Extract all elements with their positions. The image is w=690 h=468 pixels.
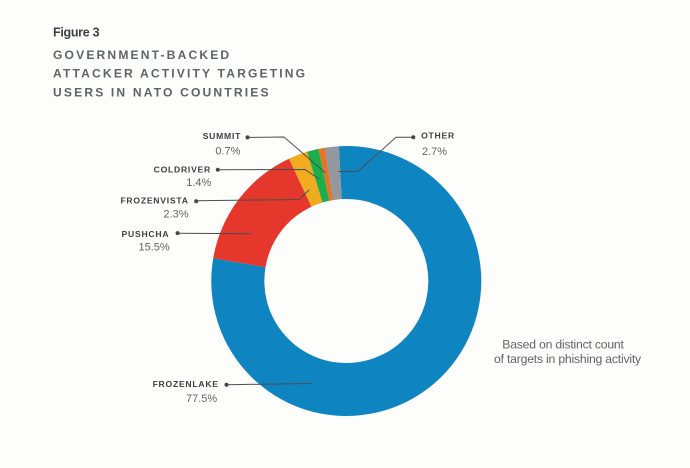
svg-text:GOVERNMENT-BACKED: GOVERNMENT-BACKED xyxy=(53,48,231,62)
svg-text:77.5%: 77.5% xyxy=(186,393,217,405)
svg-text:PUSHCHA: PUSHCHA xyxy=(122,229,170,239)
svg-text:2.3%: 2.3% xyxy=(163,209,188,221)
svg-text:Based on distinct count: Based on distinct count xyxy=(502,338,624,352)
svg-text:of targets in phishing activit: of targets in phishing activity xyxy=(494,352,642,366)
svg-text:SUMMIT: SUMMIT xyxy=(203,131,241,141)
svg-text:FROZENVISTA: FROZENVISTA xyxy=(120,196,188,206)
svg-text:ATTACKER ACTIVITY TARGETING: ATTACKER ACTIVITY TARGETING xyxy=(53,66,307,80)
svg-text:FROZENLAKE: FROZENLAKE xyxy=(153,379,219,389)
svg-text:15.5%: 15.5% xyxy=(138,242,169,254)
svg-text:OTHER: OTHER xyxy=(421,131,455,141)
svg-text:2.7%: 2.7% xyxy=(422,146,447,158)
svg-text:USERS IN NATO COUNTRIES: USERS IN NATO COUNTRIES xyxy=(53,86,271,100)
svg-text:Figure 3: Figure 3 xyxy=(53,26,100,40)
svg-text:0.7%: 0.7% xyxy=(215,146,240,158)
svg-text:COLDRIVER: COLDRIVER xyxy=(154,165,211,175)
svg-text:1.4%: 1.4% xyxy=(186,177,211,189)
